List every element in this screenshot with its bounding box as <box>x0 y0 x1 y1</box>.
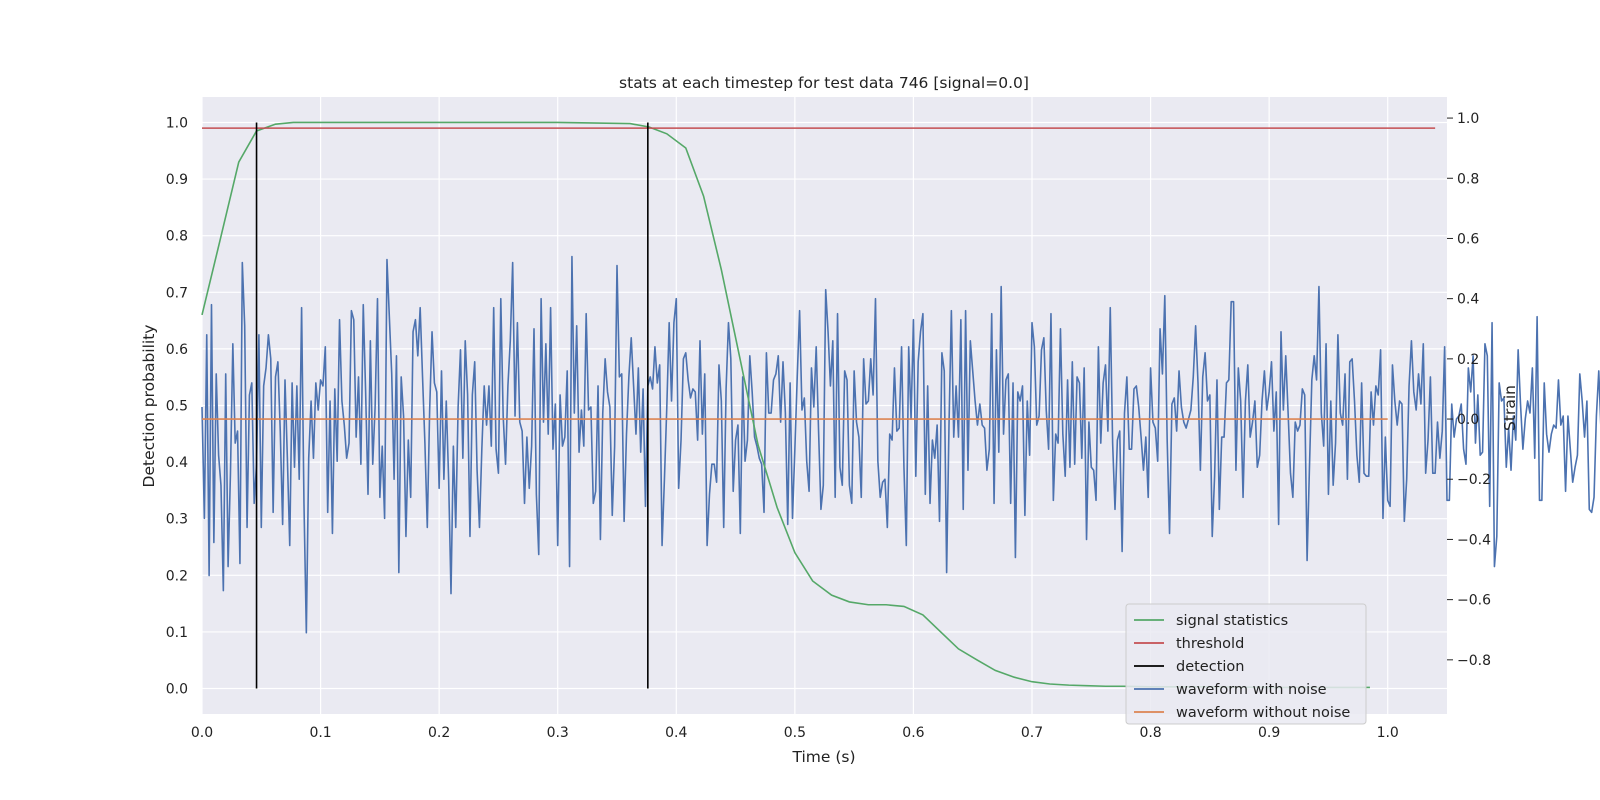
x-axis-title: Time (s) <box>791 748 855 766</box>
left-y-tick-label: 0.5 <box>166 399 188 415</box>
chart-title: stats at each timestep for test data 746… <box>619 74 1029 92</box>
series-waveform-with-noise <box>201 255 1600 634</box>
left-y-tick-label: 0.3 <box>166 512 188 528</box>
x-tick-label: 0.8 <box>1139 725 1161 741</box>
left-y-axis-title: Detection probability <box>140 325 158 488</box>
legend-label: waveform with noise <box>1176 682 1327 698</box>
left-y-tick-label: 0.4 <box>166 455 188 471</box>
x-axis: 0.0 0.1 0.2 0.3 0.4 0.5 0.6 0.7 0.8 0.9 1.0 <box>191 725 1399 741</box>
left-y-tick-label: 0.1 <box>166 625 188 641</box>
left-y-tick-label: 0.7 <box>166 285 188 301</box>
left-y-axis: 0.0 0.1 0.2 0.3 0.4 0.5 0.6 0.7 0.8 0.9 1.0 <box>166 115 188 697</box>
right-y-tick-label: 0.2 <box>1457 352 1479 368</box>
grid <box>201 97 1447 714</box>
right-y-tick-label: −0.8 <box>1457 653 1491 669</box>
x-tick-label: 0.0 <box>191 725 213 741</box>
series-signal-statistics <box>201 121 1370 689</box>
legend-box <box>1125 603 1367 725</box>
right-y-tick-label: 0.0 <box>1457 412 1479 428</box>
x-tick-label: 0.2 <box>428 725 450 741</box>
x-tick-label: 0.4 <box>665 725 687 741</box>
right-y-tick-label: 0.4 <box>1457 292 1479 308</box>
right-y-tick-label: 0.8 <box>1457 171 1479 187</box>
legend-label: threshold <box>1176 636 1244 652</box>
series-layer <box>201 121 1600 689</box>
left-y-tick-label: 0.6 <box>166 342 188 358</box>
x-tick-label: 0.6 <box>902 725 924 741</box>
legend-label: waveform without noise <box>1176 705 1350 721</box>
right-y-tick-label: −0.4 <box>1457 532 1491 548</box>
left-y-tick-label: 1.0 <box>166 115 188 131</box>
right-y-tick-label: 1.0 <box>1457 111 1479 127</box>
x-tick-label: 0.1 <box>309 725 331 741</box>
right-y-tick-label: −0.2 <box>1457 472 1491 488</box>
right-y-axis: −0.8 −0.6 −0.4 −0.2 0.0 0.2 0.4 0.6 0.8 1.0 <box>1447 111 1491 669</box>
right-y-tick-label: −0.6 <box>1457 593 1491 609</box>
left-y-tick-label: 0.9 <box>166 172 188 188</box>
x-tick-label: 0.3 <box>547 725 569 741</box>
right-y-tick-label: 0.6 <box>1457 231 1479 247</box>
x-tick-label: 0.9 <box>1258 725 1280 741</box>
left-y-tick-label: 0.2 <box>166 568 188 584</box>
right-y-axis-title: Strain <box>1501 385 1519 431</box>
x-tick-label: 0.5 <box>784 725 806 741</box>
legend-label: detection <box>1176 659 1244 675</box>
left-y-tick-label: 0.0 <box>166 682 188 698</box>
x-tick-label: 1.0 <box>1377 725 1399 741</box>
legend-label: signal statistics <box>1176 613 1288 629</box>
left-y-tick-label: 0.8 <box>166 229 188 245</box>
x-tick-label: 0.7 <box>1021 725 1043 741</box>
legend: signal statistics threshold detection wavef… <box>1125 603 1367 725</box>
